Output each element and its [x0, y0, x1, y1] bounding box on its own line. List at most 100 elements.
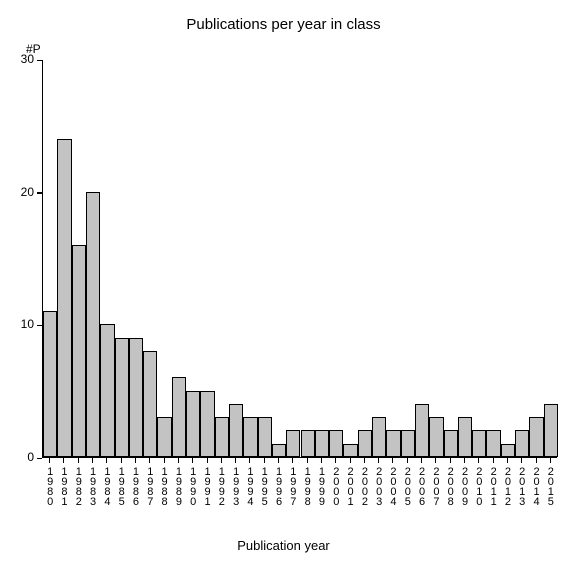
bar [501, 444, 515, 457]
x-tick-label: 1989 [172, 466, 184, 506]
x-tick-label: 2003 [372, 466, 384, 506]
x-tick-label: 2014 [530, 466, 542, 506]
bar [343, 444, 357, 457]
x-tick-mark [149, 458, 150, 463]
y-tick-mark [37, 192, 42, 194]
bar [172, 377, 186, 457]
x-tick-label: 2010 [472, 466, 484, 506]
x-tick-label: 2006 [415, 466, 427, 506]
bar [372, 417, 386, 457]
x-tick-mark [464, 458, 465, 463]
bar [229, 404, 243, 457]
bar [243, 417, 257, 457]
x-tick-label: 1998 [301, 466, 313, 506]
x-tick-mark [135, 458, 136, 463]
x-tick-label: 2015 [544, 466, 556, 506]
x-tick-mark [92, 458, 93, 463]
bar [386, 430, 400, 457]
x-tick-label: 2011 [487, 466, 499, 506]
x-tick-label: 1988 [158, 466, 170, 506]
x-tick-label: 1986 [129, 466, 141, 506]
bar [200, 391, 214, 457]
x-tick-mark [521, 458, 522, 463]
x-tick-mark [507, 458, 508, 463]
x-tick-mark [392, 458, 393, 463]
y-tick-mark [37, 325, 42, 327]
x-tick-mark [164, 458, 165, 463]
bar [315, 430, 329, 457]
x-tick-label: 2013 [515, 466, 527, 506]
x-tick-label: 2007 [429, 466, 441, 506]
x-tick-mark [493, 458, 494, 463]
x-tick-mark [292, 458, 293, 463]
chart-container: Publications per year in class #P Public… [0, 0, 567, 567]
bar [57, 139, 71, 457]
bar [472, 430, 486, 457]
bar [86, 192, 100, 457]
x-tick-label: 1993 [229, 466, 241, 506]
x-axis-title: Publication year [0, 538, 567, 553]
x-tick-label: 2004 [386, 466, 398, 506]
bar [444, 430, 458, 457]
x-tick-mark [221, 458, 222, 463]
x-tick-label: 1980 [43, 466, 55, 506]
x-tick-mark [78, 458, 79, 463]
x-tick-label: 1983 [86, 466, 98, 506]
bar [515, 430, 529, 457]
x-tick-mark [192, 458, 193, 463]
y-tick-mark [37, 60, 42, 62]
x-tick-mark [407, 458, 408, 463]
x-tick-mark [478, 458, 479, 463]
x-tick-label: 1985 [115, 466, 127, 506]
bar [358, 430, 372, 457]
bar [415, 404, 429, 457]
bar [529, 417, 543, 457]
x-tick-label: 1981 [57, 466, 69, 506]
y-tick-label: 0 [4, 450, 34, 464]
bar [486, 430, 500, 457]
x-tick-label: 2009 [458, 466, 470, 506]
x-tick-label: 1996 [272, 466, 284, 506]
x-tick-mark [550, 458, 551, 463]
bar [100, 324, 114, 457]
bar [286, 430, 300, 457]
bar [186, 391, 200, 457]
x-tick-label: 2001 [344, 466, 356, 506]
x-tick-label: 1995 [258, 466, 270, 506]
x-tick-label: 2008 [444, 466, 456, 506]
x-tick-label: 2002 [358, 466, 370, 506]
x-tick-label: 2005 [401, 466, 413, 506]
bar [301, 430, 315, 457]
x-tick-mark [106, 458, 107, 463]
x-tick-mark [421, 458, 422, 463]
x-tick-label: 2000 [329, 466, 341, 506]
x-tick-mark [249, 458, 250, 463]
bar [157, 417, 171, 457]
bar [458, 417, 472, 457]
x-tick-mark [536, 458, 537, 463]
bar [272, 444, 286, 457]
x-tick-mark [435, 458, 436, 463]
x-tick-mark [207, 458, 208, 463]
x-tick-label: 1991 [201, 466, 213, 506]
x-tick-mark [63, 458, 64, 463]
bar [258, 417, 272, 457]
x-tick-mark [364, 458, 365, 463]
y-tick-label: 10 [4, 317, 34, 331]
bar [72, 245, 86, 457]
bar [429, 417, 443, 457]
x-tick-mark [49, 458, 50, 463]
x-tick-label: 1987 [143, 466, 155, 506]
x-tick-mark [264, 458, 265, 463]
y-tick-label: 20 [4, 185, 34, 199]
chart-title: Publications per year in class [0, 16, 567, 33]
x-tick-mark [321, 458, 322, 463]
x-tick-mark [350, 458, 351, 463]
x-tick-label: 1997 [286, 466, 298, 506]
x-tick-label: 2012 [501, 466, 513, 506]
bar [115, 338, 129, 457]
bar [401, 430, 415, 457]
x-tick-mark [278, 458, 279, 463]
x-tick-label: 1982 [72, 466, 84, 506]
bar [143, 351, 157, 457]
